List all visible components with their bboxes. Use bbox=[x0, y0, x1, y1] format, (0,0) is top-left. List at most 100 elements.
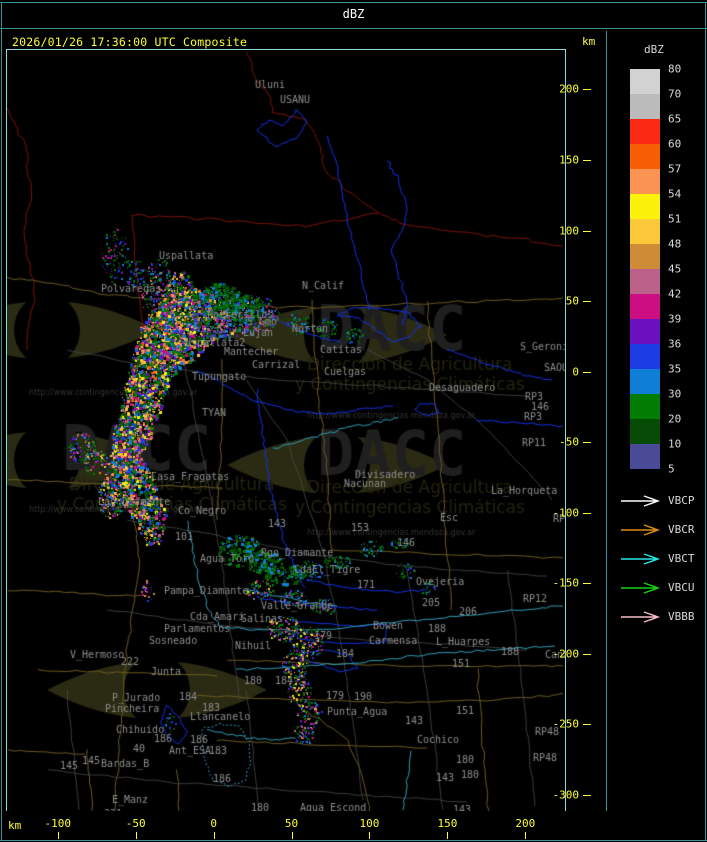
y-axis-tick--50: -50 bbox=[559, 435, 579, 449]
radar-map-panel[interactable]: 2026/01/26 17:36:00 UTC Composite km 200… bbox=[4, 31, 605, 811]
colorbar bbox=[630, 69, 660, 469]
y-axis-tickmark bbox=[583, 724, 591, 726]
x-axis-tickmark bbox=[57, 832, 59, 839]
colorbar-label-45: 45 bbox=[668, 262, 682, 276]
colorbar-label-80: 80 bbox=[668, 62, 682, 76]
left-border bbox=[1, 2, 2, 840]
colorbar-label-70: 70 bbox=[668, 87, 682, 101]
colorbar-title: dBZ bbox=[644, 43, 664, 56]
radar-legend-item-vbcu[interactable]: VBCU bbox=[620, 573, 705, 602]
y-axis-tickmark bbox=[583, 512, 591, 514]
colorbar-band-42 bbox=[630, 294, 660, 319]
colorbar-label-48: 48 bbox=[668, 237, 682, 251]
x-axis-tick--50: -50 bbox=[125, 817, 146, 830]
timestamp-label: 2026/01/26 17:36:00 UTC Composite bbox=[12, 35, 248, 49]
legend-panel: dBZ 80 70 65 60 57 54 51 48 45 42 39 36 35 30 20 10 5 VB… bbox=[610, 31, 705, 811]
x-axis-tickmark bbox=[369, 832, 371, 839]
y-axis-tick--250: -250 bbox=[552, 717, 580, 731]
page-title: dBZ bbox=[342, 7, 365, 21]
radar-legend-label: VBCT bbox=[668, 552, 695, 565]
legend-separator bbox=[606, 31, 607, 811]
colorbar-band-57 bbox=[630, 169, 660, 194]
colorbar-band-39 bbox=[630, 319, 660, 344]
colorbar-band-51 bbox=[630, 219, 660, 244]
x-axis-tickmark bbox=[135, 832, 137, 839]
colorbar-band-48 bbox=[630, 244, 660, 269]
x-axis-tickmark bbox=[525, 832, 527, 839]
y-axis-tick--100: -100 bbox=[552, 506, 580, 520]
colorbar-label-60: 60 bbox=[668, 137, 682, 151]
bottom-border bbox=[0, 840, 707, 841]
colorbar-band-10 bbox=[630, 444, 660, 469]
colorbar-label-10: 10 bbox=[668, 437, 682, 451]
radar-legend-item-vbbb[interactable]: VBBB bbox=[620, 602, 705, 631]
colorbar-label-30: 30 bbox=[668, 387, 682, 401]
y-axis-tick-200: 200 bbox=[559, 82, 579, 96]
radar-legend-item-vbcr[interactable]: VBCR bbox=[620, 515, 705, 544]
y-axis-tick-0: 0 bbox=[572, 365, 579, 379]
x-axis-tickmark bbox=[213, 832, 215, 839]
y-axis-tickmark bbox=[583, 371, 591, 373]
colorbar-label-20: 20 bbox=[668, 412, 682, 426]
x-axis-tickmark bbox=[447, 832, 449, 839]
colorbar-band-80 bbox=[630, 69, 660, 94]
radar-reflectivity-canvas[interactable] bbox=[7, 50, 565, 811]
arrow-icon bbox=[621, 610, 661, 623]
colorbar-band-70 bbox=[630, 94, 660, 119]
colorbar-band-36 bbox=[630, 344, 660, 369]
arrow-icon bbox=[621, 581, 661, 594]
colorbar-band-30 bbox=[630, 394, 660, 419]
colorbar-label-36: 36 bbox=[668, 337, 682, 351]
y-axis: 200 150 100 50 0 -50 -100 -150 -200 -250 -300 bbox=[553, 50, 605, 811]
y-axis-tick-100: 100 bbox=[559, 224, 579, 237]
y-axis-tickmark bbox=[583, 583, 591, 585]
right-border bbox=[705, 2, 706, 840]
colorbar-label-42: 42 bbox=[668, 287, 682, 301]
y-axis-tick--300: -300 bbox=[552, 788, 580, 802]
colorbar-band-54 bbox=[630, 194, 660, 219]
colorbar-label-65: 65 bbox=[668, 112, 682, 126]
colorbar-label-35: 35 bbox=[668, 362, 682, 376]
colorbar-band-60 bbox=[630, 144, 660, 169]
colorbar-label-57: 57 bbox=[668, 162, 682, 176]
colorbar-band-45 bbox=[630, 269, 660, 294]
x-axis-tick-150: 150 bbox=[437, 817, 458, 830]
colorbar-band-35 bbox=[630, 369, 660, 394]
title-top-rule bbox=[0, 2, 707, 3]
x-axis-tick-100: 100 bbox=[359, 817, 380, 830]
colorbar-label-51: 51 bbox=[668, 212, 682, 226]
map-frame bbox=[6, 49, 566, 811]
radar-legend-label: VBCU bbox=[668, 581, 695, 594]
y-axis-tickmark bbox=[583, 301, 591, 303]
radar-legend-label: VBBB bbox=[668, 610, 695, 623]
x-axis-unit-label: km bbox=[8, 819, 22, 832]
colorbar-label-5: 5 bbox=[668, 462, 675, 476]
y-axis-tickmark bbox=[583, 794, 591, 796]
arrow-icon bbox=[621, 552, 661, 565]
x-axis-tick-50: 50 bbox=[284, 817, 299, 830]
y-axis-tickmark bbox=[583, 230, 591, 232]
radar-legend-item-vbcp[interactable]: VBCP bbox=[620, 486, 705, 515]
radar-legend-item-vbct[interactable]: VBCT bbox=[620, 544, 705, 573]
colorbar-label-39: 39 bbox=[668, 312, 682, 326]
radar-legend-label: VBCR bbox=[668, 523, 695, 536]
x-axis-tickmark bbox=[291, 832, 293, 839]
x-axis-tick-200: 200 bbox=[515, 817, 536, 830]
arrow-icon bbox=[621, 494, 661, 507]
y-axis-tickmark bbox=[583, 89, 591, 91]
x-axis: km -100 -50 0 50 100 150 200 bbox=[4, 814, 605, 842]
y-axis-tickmark bbox=[583, 653, 591, 655]
y-axis-tick--150: -150 bbox=[552, 576, 580, 590]
y-axis-tickmark bbox=[583, 160, 591, 161]
y-axis-tick-50: 50 bbox=[565, 294, 579, 308]
arrow-icon bbox=[621, 523, 661, 536]
y-axis-tickmark bbox=[583, 442, 591, 444]
y-axis-unit-label: km bbox=[582, 35, 596, 48]
window-title-bar: dBZ bbox=[0, 0, 707, 28]
x-axis-tick-0: 0 bbox=[210, 817, 217, 830]
colorbar-band-65 bbox=[630, 119, 660, 144]
y-axis-tick-150: 150 bbox=[559, 153, 579, 167]
colorbar-label-54: 54 bbox=[668, 187, 682, 201]
map-canvas-container[interactable] bbox=[7, 50, 565, 811]
